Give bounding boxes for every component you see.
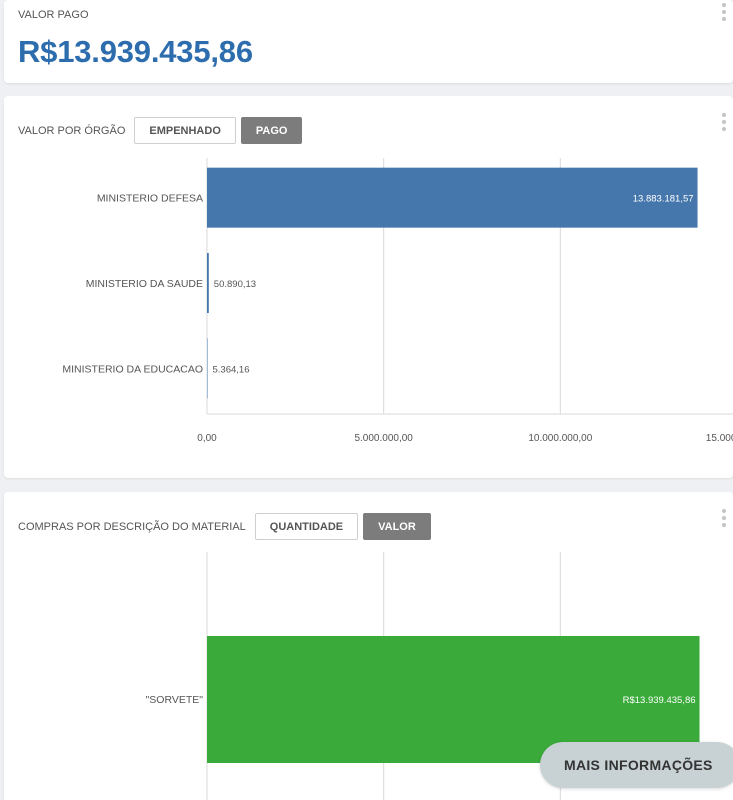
empenhado-button[interactable]: EMPENHADO	[134, 117, 236, 144]
category-label: "SORVETE"	[146, 694, 204, 706]
more-options-icon[interactable]	[721, 113, 727, 131]
x-tick-label: 15.000.000,0	[706, 433, 733, 444]
valor-pago-card: VALOR PAGO R$13.939.435,86	[4, 0, 733, 83]
quantidade-button[interactable]: QUANTIDADE	[254, 513, 359, 540]
value-label: 13.883.181,57	[633, 194, 694, 205]
bar	[207, 167, 698, 228]
more-options-icon[interactable]	[721, 509, 727, 527]
more-options-icon[interactable]	[721, 3, 727, 21]
material-bar-chart: "SORVETE" R$13.939.435,86	[146, 552, 700, 800]
x-tick-label: 5.000.000,00	[354, 433, 413, 444]
valor-button[interactable]: VALOR	[363, 513, 431, 540]
x-tick-label: 0,00	[197, 433, 217, 444]
material-chart-header: COMPRAS POR DESCRIÇÃO DO MATERIAL QUANTI…	[18, 513, 436, 540]
material-chart-title: COMPRAS POR DESCRIÇÃO DO MATERIAL	[18, 520, 246, 533]
valor-pago-label: VALOR PAGO	[18, 9, 89, 21]
orgao-chart-header: VALOR POR ÓRGÃO EMPENHADO PAGO	[18, 117, 307, 144]
mais-informacoes-button[interactable]: MAIS INFORMAÇÕES	[540, 742, 733, 788]
orgao-chart-title: VALOR POR ÓRGÃO	[18, 124, 126, 137]
bar	[207, 253, 209, 313]
category-label: MINISTERIO DA EDUCACAO	[62, 363, 203, 375]
pago-button[interactable]: PAGO	[240, 117, 303, 144]
bar	[207, 338, 208, 399]
valor-pago-value: R$13.939.435,86	[18, 34, 253, 69]
value-label: 5.364,16	[213, 364, 250, 375]
category-label: MINISTERIO DA SAUDE	[86, 278, 203, 290]
x-tick-label: 10.000.000,00	[528, 433, 592, 444]
orgao-bar-chart: 0,00 5.000.000,00 10.000.000,00 15.000.000,…	[62, 158, 733, 444]
valor-por-orgao-card: VALOR POR ÓRGÃO EMPENHADO PAGO 0,00 5.000…	[4, 96, 733, 478]
bar	[207, 636, 700, 763]
value-label: R$13.939.435,86	[623, 695, 696, 706]
category-label: MINISTERIO DEFESA	[97, 193, 203, 205]
value-label: 50.890,13	[214, 279, 256, 290]
